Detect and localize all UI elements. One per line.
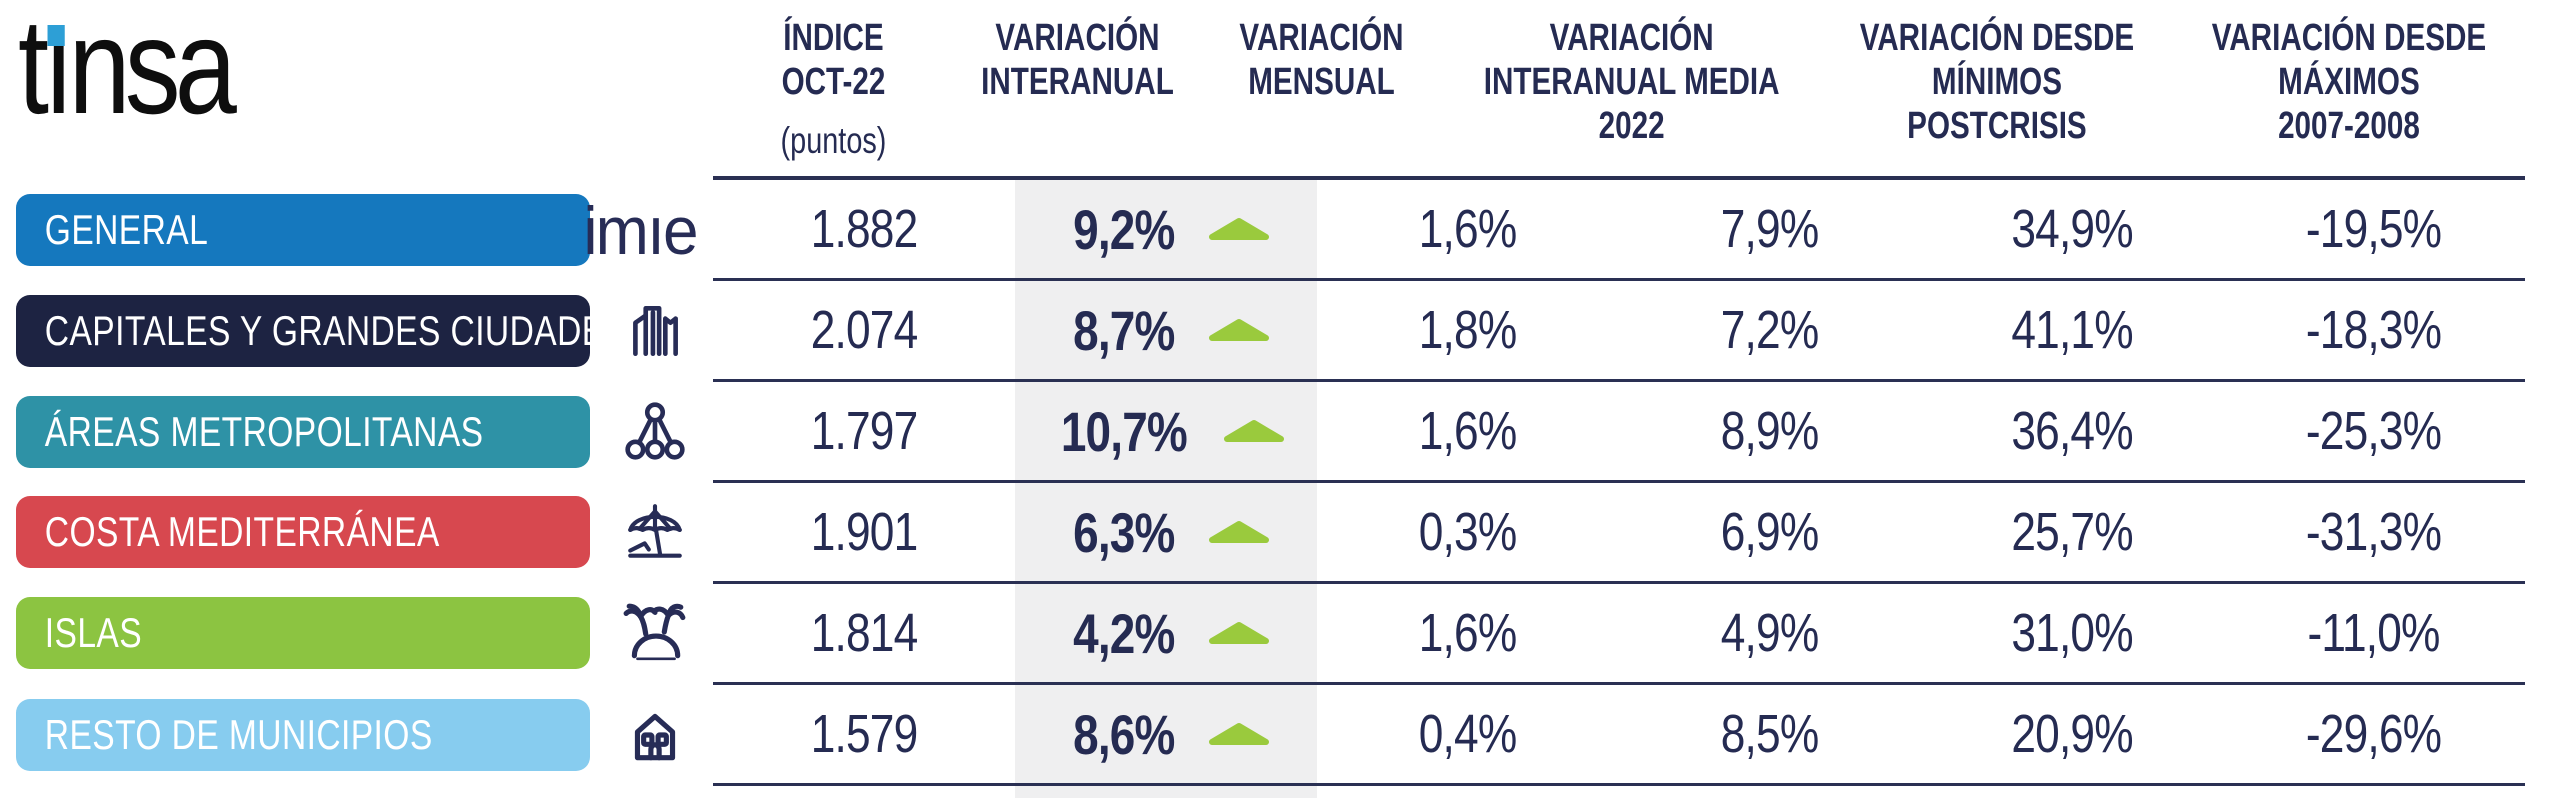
- trend-up-icon: [1208, 723, 1269, 745]
- buildings-icon: [618, 294, 692, 368]
- cell-var-maximos: -29,6%: [2306, 704, 2442, 764]
- column-header-var-maximos: VARIACIÓN DESDE MÁXIMOS 2007-2008: [2211, 17, 2487, 147]
- cell-var-interanual: 10,7%: [1015, 382, 1317, 480]
- row-label-costa-mediterranea: COSTA MEDITERRÁNEA: [16, 496, 590, 568]
- cell-var-maximos: -31,3%: [2306, 502, 2442, 562]
- cell-var-maximos: -25,3%: [2306, 401, 2442, 461]
- cell-var-interanual: 4,2%: [1015, 584, 1317, 682]
- cell-indice: 1.901: [810, 502, 919, 562]
- cell-var-mensual: 1,8%: [1419, 300, 1517, 360]
- cell-var-minimos: 41,1%: [2011, 300, 2133, 360]
- trend-up-icon: [1208, 319, 1269, 341]
- trend-up-icon: [1223, 420, 1284, 442]
- row-label-areas-metropolitanas: ÁREAS METROPOLITANAS: [16, 396, 590, 468]
- cell-indice: 1.814: [810, 603, 919, 663]
- logo-text-post: nsa: [68, 0, 237, 142]
- column-header-indice: ÍNDICE OCT-22 (puntos): [780, 17, 887, 161]
- cell-var-media: 6,9%: [1721, 502, 1819, 562]
- table-row: 2.074 8,7% 1,8% 7,2% 41,1% -18,3%: [713, 281, 2525, 382]
- table-row: 1.579 8,6% 0,4% 8,5% 20,9% -29,6%: [713, 685, 2525, 786]
- cell-var-minimos: 31,0%: [2011, 603, 2133, 663]
- cell-var-mensual: 1,6%: [1419, 199, 1517, 259]
- cell-var-maximos: -19,5%: [2306, 199, 2442, 259]
- network-icon: [618, 395, 692, 469]
- header-row: ÍNDICE OCT-22 (puntos) VARIACIÓN INTERAN…: [713, 0, 2525, 180]
- logo-dot-icon: [47, 24, 65, 46]
- cell-var-minimos: 36,4%: [2011, 401, 2133, 461]
- row-label-islas: ISLAS: [16, 597, 590, 669]
- trend-up-icon: [1208, 521, 1269, 543]
- cell-indice: 1.579: [810, 704, 919, 764]
- data-table: ÍNDICE OCT-22 (puntos) VARIACIÓN INTERAN…: [713, 0, 2525, 786]
- column-header-var-media: VARIACIÓN INTERANUAL MEDIA 2022: [1483, 17, 1780, 147]
- cell-var-interanual: 8,7%: [1015, 281, 1317, 379]
- beach-umbrella-icon: [618, 495, 692, 569]
- cell-indice: 1.797: [810, 401, 919, 461]
- row-label-capitales: CAPITALES Y GRANDES CIUDADES: [16, 295, 627, 367]
- cell-var-media: 8,9%: [1721, 401, 1819, 461]
- cell-var-maximos: -11,0%: [2307, 603, 2441, 663]
- cell-var-minimos: 34,9%: [2011, 199, 2133, 259]
- cell-var-media: 4,9%: [1721, 603, 1819, 663]
- table-row: 1.882 9,2% 1,6% 7,9% 34,9% -19,5%: [713, 180, 2525, 281]
- cell-var-maximos: -18,3%: [2306, 300, 2442, 360]
- logo-text-pre: t: [18, 0, 49, 142]
- cell-var-mensual: 0,3%: [1419, 502, 1517, 562]
- cell-indice: 2.074: [810, 300, 919, 360]
- cell-indice: 1.882: [810, 199, 919, 259]
- table-row: 1.901 6,3% 0,3% 6,9% 25,7% -31,3%: [713, 483, 2525, 584]
- cell-var-mensual: 1,6%: [1419, 401, 1517, 461]
- cell-var-media: 8,5%: [1721, 704, 1819, 764]
- cell-var-interanual: 6,3%: [1015, 483, 1317, 581]
- imie-logo: im ıe: [583, 193, 698, 269]
- highlight-band: [1015, 180, 1317, 798]
- table-row: 1.797 10,7% 1,6% 8,9% 36,4% -25,3%: [713, 382, 2525, 483]
- cell-var-interanual: 9,2%: [1015, 180, 1317, 278]
- island-palms-icon: [618, 596, 692, 670]
- cell-var-interanual: 8,6%: [1015, 685, 1317, 783]
- trend-up-icon: [1208, 218, 1269, 240]
- house-icon: [618, 698, 692, 772]
- tinsa-logo: t ınsa: [18, 0, 237, 146]
- row-label-general: GENERAL: [16, 194, 590, 266]
- trend-up-icon: [1208, 622, 1269, 644]
- cell-var-media: 7,9%: [1721, 199, 1819, 259]
- logo-letter-i: ı: [43, 0, 74, 142]
- cell-var-media: 7,2%: [1721, 300, 1819, 360]
- cell-var-mensual: 1,6%: [1419, 603, 1517, 663]
- row-label-resto-municipios: RESTO DE MUNICIPIOS: [16, 699, 590, 771]
- column-header-var-minimos: VARIACIÓN DESDE MÍNIMOS POSTCRISIS: [1859, 17, 2135, 147]
- cell-var-minimos: 20,9%: [2011, 704, 2133, 764]
- table-row: 1.814 4,2% 1,6% 4,9% 31,0% -11,0%: [713, 584, 2525, 685]
- column-header-var-mensual: VARIACIÓN MENSUAL: [1239, 17, 1404, 103]
- column-header-var-interanual: VARIACIÓN INTERANUAL: [981, 17, 1174, 103]
- cell-var-mensual: 0,4%: [1419, 704, 1517, 764]
- cell-var-minimos: 25,7%: [2011, 502, 2133, 562]
